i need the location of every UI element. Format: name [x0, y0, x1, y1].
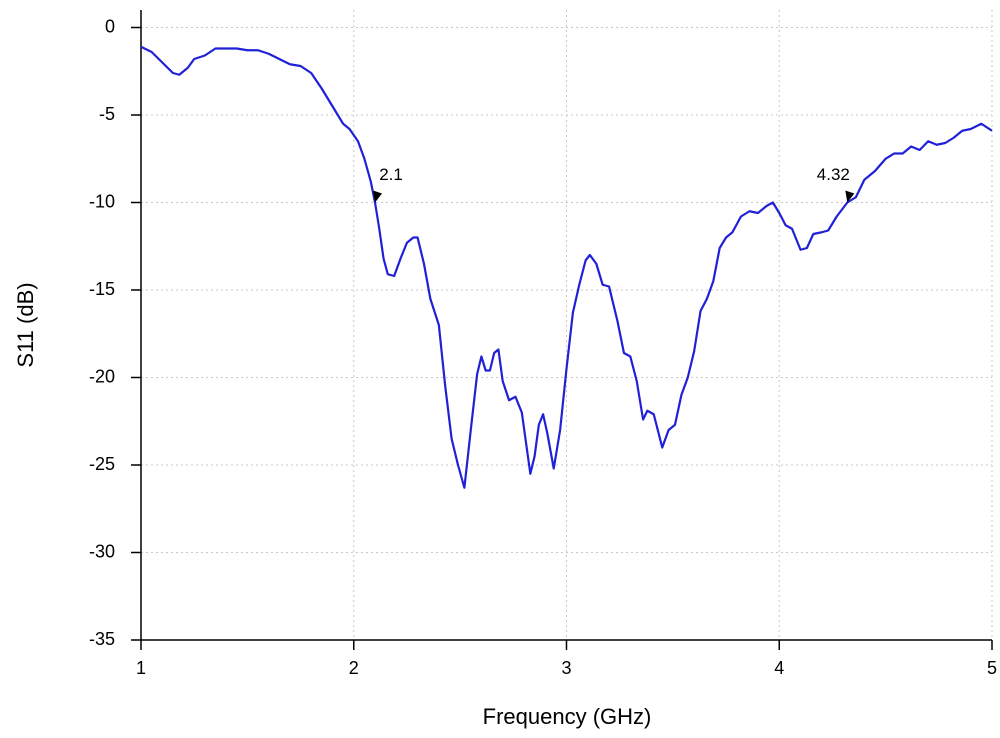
y-tick-label: 0 [105, 16, 115, 36]
annotation-marker [845, 190, 855, 203]
y-tick-label: -5 [99, 104, 115, 124]
x-tick-label: 3 [561, 658, 571, 678]
y-tick-label: -10 [89, 191, 115, 211]
x-axis-title: Frequency (GHz) [483, 704, 652, 729]
x-tick-label: 1 [136, 658, 146, 678]
y-tick-label: -15 [89, 279, 115, 299]
annotation-marker [373, 190, 383, 203]
x-tick-label: 5 [987, 658, 997, 678]
x-tick-label: 4 [774, 658, 784, 678]
y-tick-label: -30 [89, 541, 115, 561]
annotation-label: 2.1 [379, 165, 403, 184]
y-tick-label: -35 [89, 629, 115, 649]
x-tick-label: 2 [349, 658, 359, 678]
y-tick-label: -25 [89, 454, 115, 474]
y-tick-label: -20 [89, 366, 115, 386]
data-line [140, 45, 993, 489]
annotation-label: 4.32 [817, 165, 850, 184]
y-axis-title: S11 (dB) [13, 282, 38, 367]
